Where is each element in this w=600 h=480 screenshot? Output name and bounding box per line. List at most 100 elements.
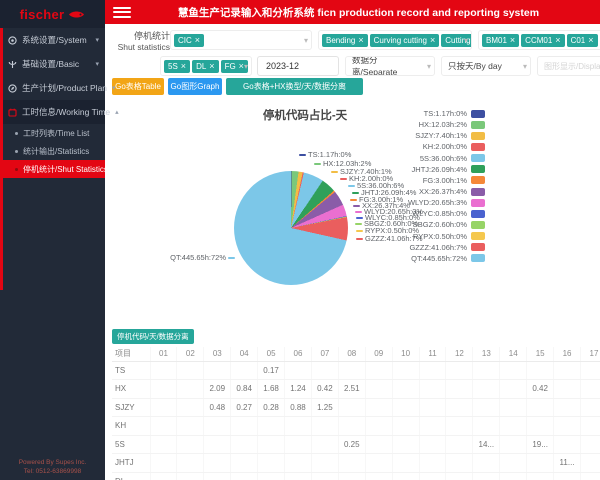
remove-tag-icon[interactable]: × — [194, 34, 201, 45]
table-cell — [553, 472, 581, 480]
filter-tag[interactable]: CIC × — [174, 33, 205, 47]
legend-swatch[interactable] — [471, 243, 485, 252]
legend-item[interactable]: KH:2.00h:0% — [380, 141, 485, 152]
data-table-wrap: 项目 01 02 03 04 05 06 07 08 09 10 11 12 13 14 15 16 17 TS 0… — [112, 347, 600, 480]
remove-tag-icon[interactable]: × — [358, 34, 364, 45]
table-cell — [580, 453, 600, 473]
sidebar-item-working-time[interactable]: 工时信息/Working Time ▴ — [0, 100, 119, 124]
legend-swatch[interactable] — [471, 209, 485, 218]
table-cell — [499, 472, 528, 480]
month-input[interactable] — [257, 56, 339, 76]
legend-item[interactable]: XX:26.37h:4% — [380, 186, 485, 197]
table-cell — [392, 361, 420, 380]
legend-item[interactable]: WLYD:20.65h:3% — [380, 197, 485, 208]
legend-item[interactable]: GZZZ:41.06h:7% — [380, 242, 485, 253]
remove-tag-icon[interactable]: × — [555, 34, 561, 45]
code-multiselect[interactable]: CIC × ▾ — [170, 30, 312, 50]
filter-tag-label: BM01 — [486, 35, 507, 45]
table-header-cell: 15 — [526, 347, 555, 362]
table-header-cell: 17 — [580, 347, 600, 362]
table-cell — [311, 435, 339, 454]
table-cell — [176, 435, 205, 454]
filter-tag[interactable]: 5S × — [164, 59, 191, 73]
table-cell — [392, 416, 420, 436]
pie-slice-label: KH:2.00h:0% — [340, 174, 393, 183]
pie-chart[interactable] — [234, 171, 348, 285]
filter-tag[interactable]: Curving cutting × — [369, 33, 440, 47]
legend-label: WLYD:20.65h:3% — [407, 198, 467, 208]
pie-slice-label: TS:1.17h:0% — [299, 150, 351, 159]
table-cell — [392, 472, 420, 480]
legend-swatch[interactable] — [471, 120, 485, 129]
legend-item[interactable]: SBGZ:0.60h:0% — [380, 219, 485, 230]
go-hx-split-button[interactable]: Go表格+HX换型/天/数据分离 — [226, 78, 363, 95]
remove-tag-icon[interactable]: × — [209, 60, 215, 71]
remove-tag-icon[interactable]: × — [180, 60, 187, 71]
legend-item[interactable]: SJZY:7.40h:1% — [380, 130, 485, 141]
table-cell — [365, 453, 393, 473]
sidebar-scrollbar[interactable] — [0, 28, 3, 290]
legend-item[interactable]: QT:445.65h:72% — [380, 253, 485, 264]
display-graph-input[interactable] — [537, 56, 600, 76]
remove-tag-icon[interactable]: × — [588, 34, 594, 45]
remove-tag-icon[interactable]: × — [238, 60, 244, 71]
sidebar-subitem-time-list[interactable]: 工时列表/Time List — [0, 124, 105, 142]
legend-item[interactable]: FG:3.00h:1% — [380, 175, 485, 186]
legend-item[interactable]: 5S:36.00h:6% — [380, 153, 485, 164]
legend-swatch[interactable] — [471, 142, 485, 151]
table-header-cell: 03 — [203, 347, 232, 362]
byday-select[interactable]: 只按天/By day ▾ — [441, 56, 531, 76]
filter-tag[interactable]: FG × — [220, 59, 248, 73]
table-cell — [580, 416, 600, 436]
table-cell: 2.51 — [338, 379, 366, 399]
legend-swatch[interactable] — [471, 154, 485, 163]
legend-item[interactable]: RYPX:0.50h:0% — [380, 231, 485, 242]
machine-multiselect[interactable]: BM01×CCM01×C01×C02× — [478, 30, 600, 50]
pie-slice-label: JHTJ:26.09h:4% — [352, 188, 416, 197]
legend-item[interactable]: HX:12.03h:2% — [380, 119, 485, 130]
sidebar-subitem-statistics[interactable]: 统计输出/Statistics — [0, 142, 105, 160]
table-header-cell: 01 — [150, 347, 178, 362]
separate-select[interactable]: 数据分离/Separate ▾ — [345, 56, 435, 76]
table-cell — [365, 361, 393, 380]
legend-swatch[interactable] — [471, 109, 485, 118]
table-cell — [150, 472, 178, 480]
filter-tag[interactable]: C01 × — [566, 33, 598, 47]
sidebar-item-product-plan[interactable]: 生产计划/Product Plan ▾ — [0, 76, 116, 100]
go-table-button[interactable]: Go表格Table — [112, 78, 164, 95]
table-cell — [445, 379, 474, 399]
filter-tag[interactable]: CCM01 × — [521, 33, 565, 47]
legend-item[interactable]: TS:1.17h:0% — [380, 108, 485, 119]
callout-line — [228, 256, 235, 259]
filter-tag[interactable]: DL × — [192, 59, 219, 73]
legend-label: 5S:36.00h:6% — [419, 153, 467, 163]
legend-swatch[interactable] — [471, 187, 485, 196]
process-multiselect[interactable]: Bending×Curving cutting×Cutting×F×▾ — [318, 30, 472, 50]
legend-item[interactable]: JHTJ:26.09h:4% — [380, 164, 485, 175]
go-graph-button[interactable]: Go图形Graph — [168, 78, 222, 95]
shift-multiselect[interactable]: 5S × DL × FG × ▾ — [160, 56, 252, 76]
legend-item[interactable]: WLYC:0.85h:0% — [380, 208, 485, 219]
remove-tag-icon[interactable]: × — [509, 34, 516, 45]
table-cell — [338, 416, 366, 436]
sidebar-item-system[interactable]: 系统设置/System ▾ — [0, 28, 105, 52]
table-cell: 0.42 — [526, 379, 555, 399]
table-row: SJZY 0.48 0.27 0.28 0.88 1.25 — [112, 398, 600, 417]
hamburger-menu-icon[interactable] — [113, 4, 131, 20]
pie-slice-label-text: SBGZ:0.60h:0% — [364, 219, 419, 228]
legend-swatch[interactable] — [471, 198, 485, 207]
remove-tag-icon[interactable]: × — [429, 34, 436, 45]
legend-swatch[interactable] — [471, 165, 485, 174]
legend-swatch[interactable] — [471, 254, 485, 263]
filter-tag[interactable]: Bending × — [322, 33, 368, 47]
chevron-down-icon: ▾ — [243, 62, 248, 71]
sidebar-subitem-shut-statistics[interactable]: 停机统计/Shut Statistics — [0, 160, 108, 178]
sidebar-item-basic[interactable]: 基础设置/Basic ▾ — [0, 52, 105, 76]
legend-swatch[interactable] — [471, 131, 485, 140]
filter-tag[interactable]: BM01 × — [482, 33, 520, 47]
legend-swatch[interactable] — [471, 232, 485, 241]
legend-swatch[interactable] — [471, 176, 485, 185]
legend-swatch[interactable] — [471, 220, 485, 229]
filter-tag[interactable]: Cutting× — [441, 33, 471, 47]
